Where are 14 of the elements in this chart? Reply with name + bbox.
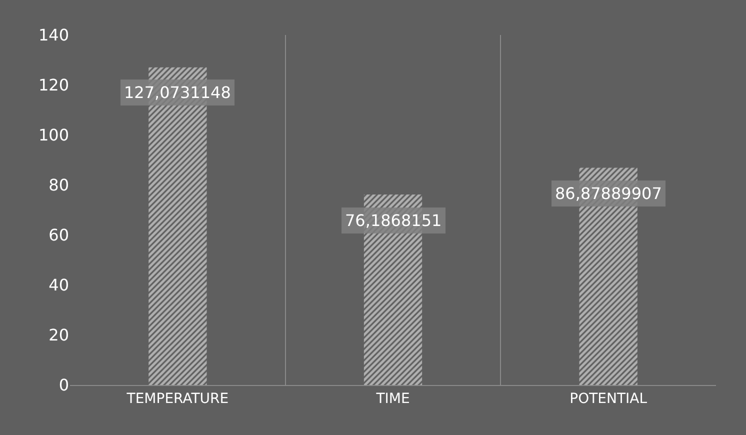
y-tick-label: 120 (38, 76, 69, 95)
x-tick-label: POTENTIAL (570, 390, 648, 407)
y-tick-label: 100 (38, 126, 69, 145)
data-label: 127,0731148 (124, 83, 231, 102)
y-tick-label: 140 (38, 26, 69, 45)
data-label: 86,87889907 (555, 184, 662, 203)
y-tick-label: 20 (48, 326, 69, 345)
y-tick-label: 80 (48, 176, 69, 195)
y-tick-label: 60 (48, 226, 69, 245)
x-tick-label: TIME (375, 390, 410, 407)
x-tick-label: TEMPERATURE (126, 390, 229, 407)
data-label: 76,1868151 (345, 211, 442, 230)
y-tick-label: 0 (58, 376, 69, 395)
y-tick-label: 40 (48, 276, 69, 295)
